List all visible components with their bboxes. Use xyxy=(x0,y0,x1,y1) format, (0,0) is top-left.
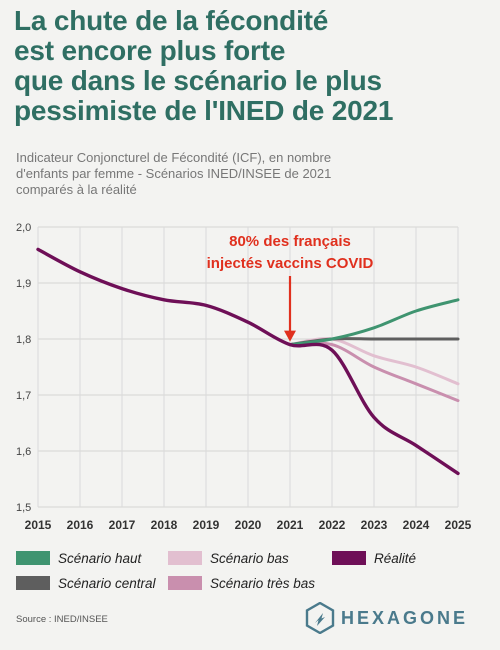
title-line: pessimiste de l'INED de 2021 xyxy=(14,95,394,126)
legend: Scénario haut Scénario bas Réalité Scéna… xyxy=(16,550,486,596)
line-chart: 2,0 1,9 1,8 1,7 1,6 1,5 2015 2016 2017 2018 2019 20… xyxy=(16,222,472,532)
legend-swatch-realite xyxy=(332,551,366,565)
brand-name: HEXAGONE xyxy=(341,607,469,628)
source-note: Source : INED/INSEE xyxy=(16,614,108,625)
x-tick-label: 2020 xyxy=(235,518,262,532)
legend-label: Scénario haut xyxy=(58,550,142,566)
legend-item-realite: Réalité xyxy=(332,550,416,566)
legend-item-bas: Scénario bas xyxy=(168,550,289,566)
legend-swatch-bas xyxy=(168,551,202,565)
y-tick-label: 1,9 xyxy=(16,278,31,290)
x-tick-label: 2016 xyxy=(67,518,94,532)
subtitle-line: comparés à la réalité xyxy=(16,182,137,197)
legend-label: Réalité xyxy=(374,550,417,566)
annotation-text: injectés vaccins COVID xyxy=(207,255,374,272)
x-tick-label: 2025 xyxy=(445,518,472,532)
title-line: que dans le scénario le plus xyxy=(14,65,382,96)
x-tick-label: 2022 xyxy=(319,518,346,532)
y-tick-label: 2,0 xyxy=(16,222,31,234)
legend-label: Scénario très bas xyxy=(210,575,316,591)
hexagon-logo-icon xyxy=(305,602,335,634)
legend-item-tres-bas: Scénario très bas xyxy=(168,575,315,591)
x-tick-label: 2023 xyxy=(361,518,388,532)
x-tick-label: 2021 xyxy=(277,518,304,532)
legend-swatch-haut xyxy=(16,551,50,565)
title-line: est encore plus forte xyxy=(14,35,286,66)
x-tick-label: 2018 xyxy=(151,518,178,532)
title-line: La chute de la fécondité xyxy=(14,5,329,36)
x-tick-label: 2017 xyxy=(109,518,136,532)
chart-subtitle: Indicateur Conjoncturel de Fécondité (IC… xyxy=(16,150,486,198)
x-tick-label: 2015 xyxy=(25,518,52,532)
subtitle-line: d'enfants par femme - Scénarios INED/INS… xyxy=(16,166,332,181)
brand-logo: HEXAGONE xyxy=(305,601,468,635)
legend-label: Scénario bas xyxy=(210,550,289,566)
annotation-text: 80% des français xyxy=(229,233,351,250)
legend-item-haut: Scénario haut xyxy=(16,550,141,566)
y-tick-label: 1,6 xyxy=(16,446,31,458)
annotation-arrow-head xyxy=(284,330,296,342)
legend-swatch-central xyxy=(16,576,50,590)
x-tick-label: 2019 xyxy=(193,518,220,532)
y-tick-label: 1,5 xyxy=(16,502,31,514)
legend-swatch-tres-bas xyxy=(168,576,202,590)
x-tick-label: 2024 xyxy=(403,518,430,532)
series-line-haut xyxy=(288,298,460,347)
series-line-realite xyxy=(36,247,460,476)
subtitle-line: Indicateur Conjoncturel de Fécondité (IC… xyxy=(16,150,332,165)
chart-title: La chute de la fécondité est encore plus… xyxy=(14,6,494,126)
legend-label: Scénario central xyxy=(58,575,156,591)
y-tick-label: 1,7 xyxy=(16,390,31,402)
legend-item-central: Scénario central xyxy=(16,575,156,591)
y-tick-label: 1,8 xyxy=(16,334,31,346)
